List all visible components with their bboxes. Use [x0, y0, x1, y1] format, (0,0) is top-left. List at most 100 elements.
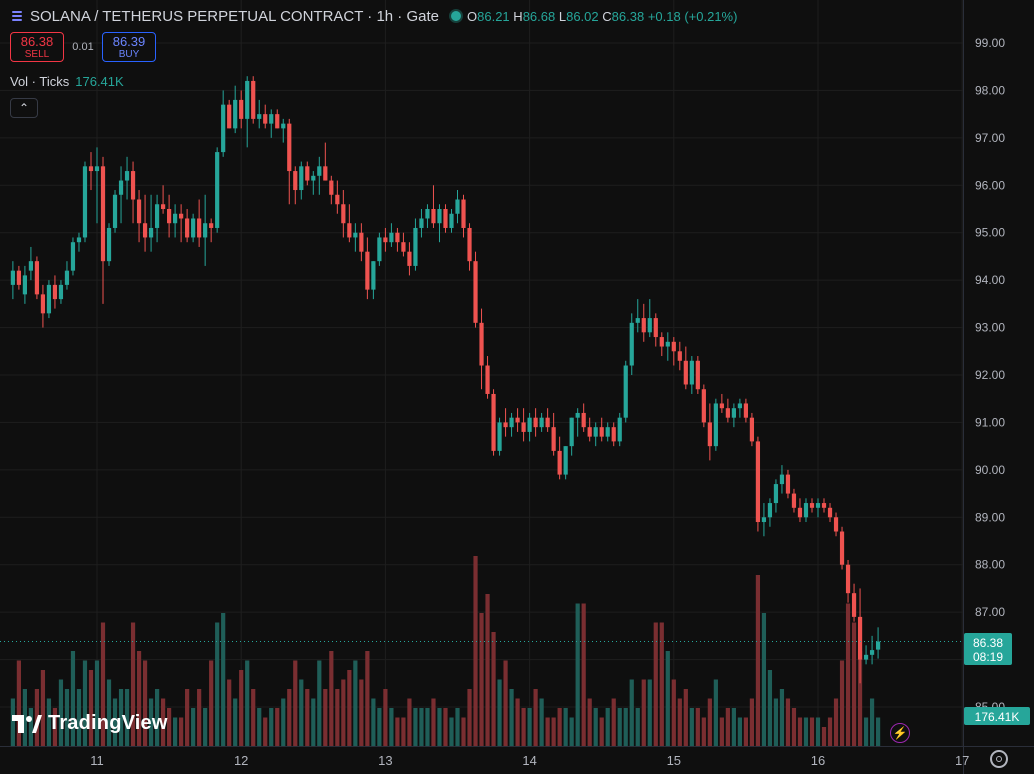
volume-bar [449, 717, 454, 746]
volume-bar [707, 698, 712, 746]
candle-body [455, 199, 460, 214]
lightning-icon[interactable]: ⚡ [890, 723, 910, 743]
logo-text: TradingView [48, 712, 168, 734]
candle [695, 356, 700, 394]
volume-bar [299, 679, 304, 746]
volume-bar [473, 556, 478, 746]
symbol-title[interactable]: SOLANA / TETHERUS PERPETUAL CONTRACT · 1… [30, 7, 439, 25]
volume-bar [281, 698, 286, 746]
volume-bar [527, 708, 532, 746]
volume-tag [964, 707, 1030, 725]
candle-body [491, 393, 496, 451]
volume-bar [82, 660, 88, 746]
candle-body [485, 365, 490, 394]
candle-body [515, 417, 520, 423]
candle-body [545, 417, 550, 428]
volume-bar [461, 717, 466, 746]
high-label: H [513, 8, 523, 24]
volume-bar [191, 708, 196, 746]
candle-body [335, 194, 340, 205]
collapse-legend-button[interactable]: ⌃ [10, 98, 38, 118]
candle [124, 156, 130, 200]
tradingview-logo[interactable]: TradingView [12, 712, 168, 735]
candle-body [28, 261, 34, 271]
volume-bar [227, 679, 232, 746]
time-tick-label: 16 [811, 753, 825, 768]
symbol-icon[interactable] [10, 9, 24, 23]
candle-body [407, 251, 412, 266]
gear-icon[interactable] [990, 750, 1008, 768]
volume-bar [869, 698, 875, 746]
price-tag [964, 633, 1012, 665]
candle [401, 232, 406, 257]
volume-legend-label[interactable]: Vol · Ticks [10, 74, 70, 89]
candle-body [791, 493, 797, 508]
candle [317, 156, 322, 195]
candle [16, 265, 21, 290]
volume-bar [118, 689, 124, 746]
candle-body [863, 654, 869, 660]
volume-bar [599, 717, 604, 746]
candle [533, 408, 538, 437]
volume-bar [136, 651, 142, 746]
candle [353, 223, 358, 252]
candle [527, 412, 532, 442]
candle [845, 559, 851, 603]
candle-body [869, 650, 875, 655]
candle [185, 209, 190, 243]
candle [191, 213, 196, 243]
candle [329, 175, 334, 205]
candle [623, 360, 628, 423]
candle-body [833, 517, 839, 532]
price-tick-label: 90.00 [975, 463, 1005, 477]
axis-tags: 86.38 08:19 176.41K [964, 633, 1030, 725]
candle-body [827, 507, 833, 518]
candle-body [449, 213, 454, 228]
volume-bar [785, 698, 791, 746]
volume-bar [401, 717, 406, 746]
symbol-legend[interactable]: SOLANA / TETHERUS PERPETUAL CONTRACT · 1… [10, 6, 737, 26]
candle [142, 194, 148, 252]
candle-body [329, 180, 334, 195]
candle [581, 403, 586, 432]
candle-body [599, 427, 604, 437]
candle [665, 332, 670, 361]
price-tick-label: 92.00 [975, 368, 1005, 382]
buy-price: 86.39 [112, 33, 146, 49]
candle-body [767, 503, 773, 518]
volume-bar [509, 689, 514, 746]
candle [359, 223, 364, 262]
time-tick-label: 12 [234, 753, 248, 768]
candles [10, 76, 881, 684]
sell-button[interactable]: 86.38 SELL [10, 32, 64, 62]
candle [761, 503, 767, 537]
candle [179, 204, 184, 243]
candle [371, 261, 376, 300]
candle-body [112, 194, 118, 228]
low-label: L [558, 8, 567, 24]
candle [52, 275, 58, 309]
candle [647, 299, 652, 338]
chevron-up-icon: ⌃ [18, 101, 30, 115]
volume-bar [503, 660, 508, 746]
change-value: +0.18 (+0.21%) [647, 8, 738, 24]
candle-body [557, 450, 562, 475]
candle [76, 232, 82, 252]
time-axis[interactable]: 11 12 13 14 15 16 17 [0, 746, 1034, 769]
volume-bar [797, 717, 803, 746]
candle-body [185, 218, 190, 238]
candle [413, 218, 418, 271]
volume-bar [623, 708, 628, 746]
candle [803, 498, 809, 523]
candle [34, 256, 40, 300]
buy-button[interactable]: 86.39 BUY [102, 32, 156, 62]
volume-bar [179, 717, 184, 746]
volume-bar [629, 679, 634, 746]
candle [245, 76, 250, 148]
volume-tag-value: 176.41K [975, 710, 1020, 724]
volume-bar [551, 717, 556, 746]
volume-legend[interactable]: Vol · Ticks 176.41K [10, 74, 124, 89]
candle [407, 242, 412, 276]
candle-body [701, 389, 706, 423]
